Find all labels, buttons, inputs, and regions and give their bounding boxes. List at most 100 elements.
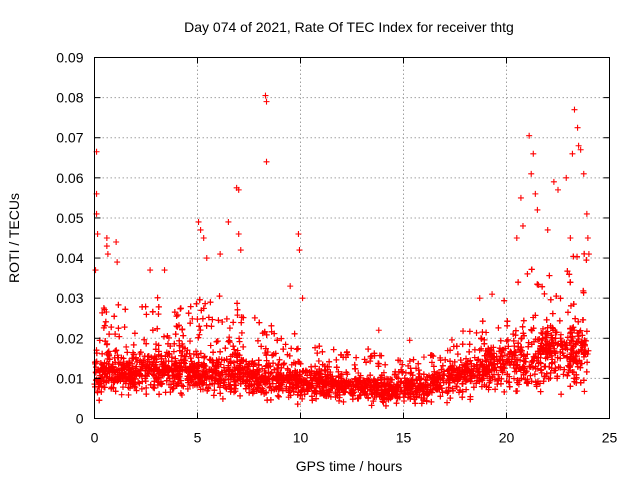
data-point [306,369,313,376]
data-point [187,376,194,383]
data-point [207,299,214,306]
data-point [193,300,200,307]
data-point [565,369,572,376]
data-point [375,360,382,367]
data-point [187,338,194,345]
data-point [534,281,541,288]
data-point [309,382,316,389]
data-point [543,316,550,323]
data-point [267,383,274,390]
data-point [379,396,386,403]
data-point [143,311,150,318]
data-point [557,295,564,302]
data-point [336,397,343,404]
data-point [177,377,184,384]
data-point [127,377,134,384]
data-point [94,388,101,395]
data-point [119,384,126,391]
data-point [501,297,508,304]
data-point [326,358,333,365]
data-point [253,388,260,395]
data-point [284,365,291,372]
data-point [531,371,538,378]
data-point [205,314,212,321]
data-point [437,382,444,389]
data-point [313,395,320,402]
data-point [558,391,565,398]
data-point [567,325,574,332]
data-point [149,371,156,378]
data-point [583,257,590,264]
data-point [371,350,378,357]
data-point [564,268,571,275]
data-point [515,279,522,286]
data-point [361,356,368,363]
data-point [408,369,415,376]
data-point [240,343,247,350]
data-point [453,365,460,372]
data-point [226,337,233,344]
data-point [156,391,163,398]
data-point [367,358,374,365]
data-point [569,333,576,340]
data-point [584,359,591,366]
data-point [155,342,162,349]
data-point [364,378,371,385]
data-point [269,375,276,382]
data-point [92,360,99,367]
data-point [434,375,441,382]
data-point [347,379,354,386]
data-point [104,355,111,362]
data-point [204,387,211,394]
data-point [278,335,285,342]
data-point [557,355,564,362]
data-point [251,360,258,367]
data-point [294,401,301,408]
data-point [254,337,261,344]
data-point [519,323,526,330]
data-point [344,371,351,378]
data-point [317,390,324,397]
data-point [280,361,287,368]
data-point [154,294,161,301]
data-point [547,296,554,303]
data-point [100,324,107,331]
data-point [178,382,185,389]
data-point [189,368,196,375]
data-point [324,368,331,375]
data-point [202,300,209,307]
data-point [541,290,548,297]
data-point [393,400,400,407]
data-point [547,369,554,376]
data-point [314,350,321,357]
data-point [495,324,502,331]
data-point [444,399,451,406]
data-point [573,371,580,378]
data-point [273,384,280,391]
data-point [360,377,367,384]
data-point [112,348,119,355]
data-point [229,351,236,358]
data-point [226,339,233,346]
data-point [143,384,150,391]
data-point [479,329,486,336]
data-point [312,344,319,351]
data-point [94,366,101,373]
data-point [149,308,156,315]
data-point [365,376,372,383]
data-point [254,367,261,374]
data-point [210,349,217,356]
data-point [251,381,258,388]
data-point [478,335,485,342]
data-point [423,398,430,405]
data-point [193,380,200,387]
data-point [555,340,562,347]
data-point [227,388,234,395]
data-point [103,341,110,348]
data-point [130,341,137,348]
data-point [106,331,113,338]
data-point [179,348,186,355]
data-point [139,361,146,368]
data-point [382,402,389,409]
data-point [387,385,394,392]
